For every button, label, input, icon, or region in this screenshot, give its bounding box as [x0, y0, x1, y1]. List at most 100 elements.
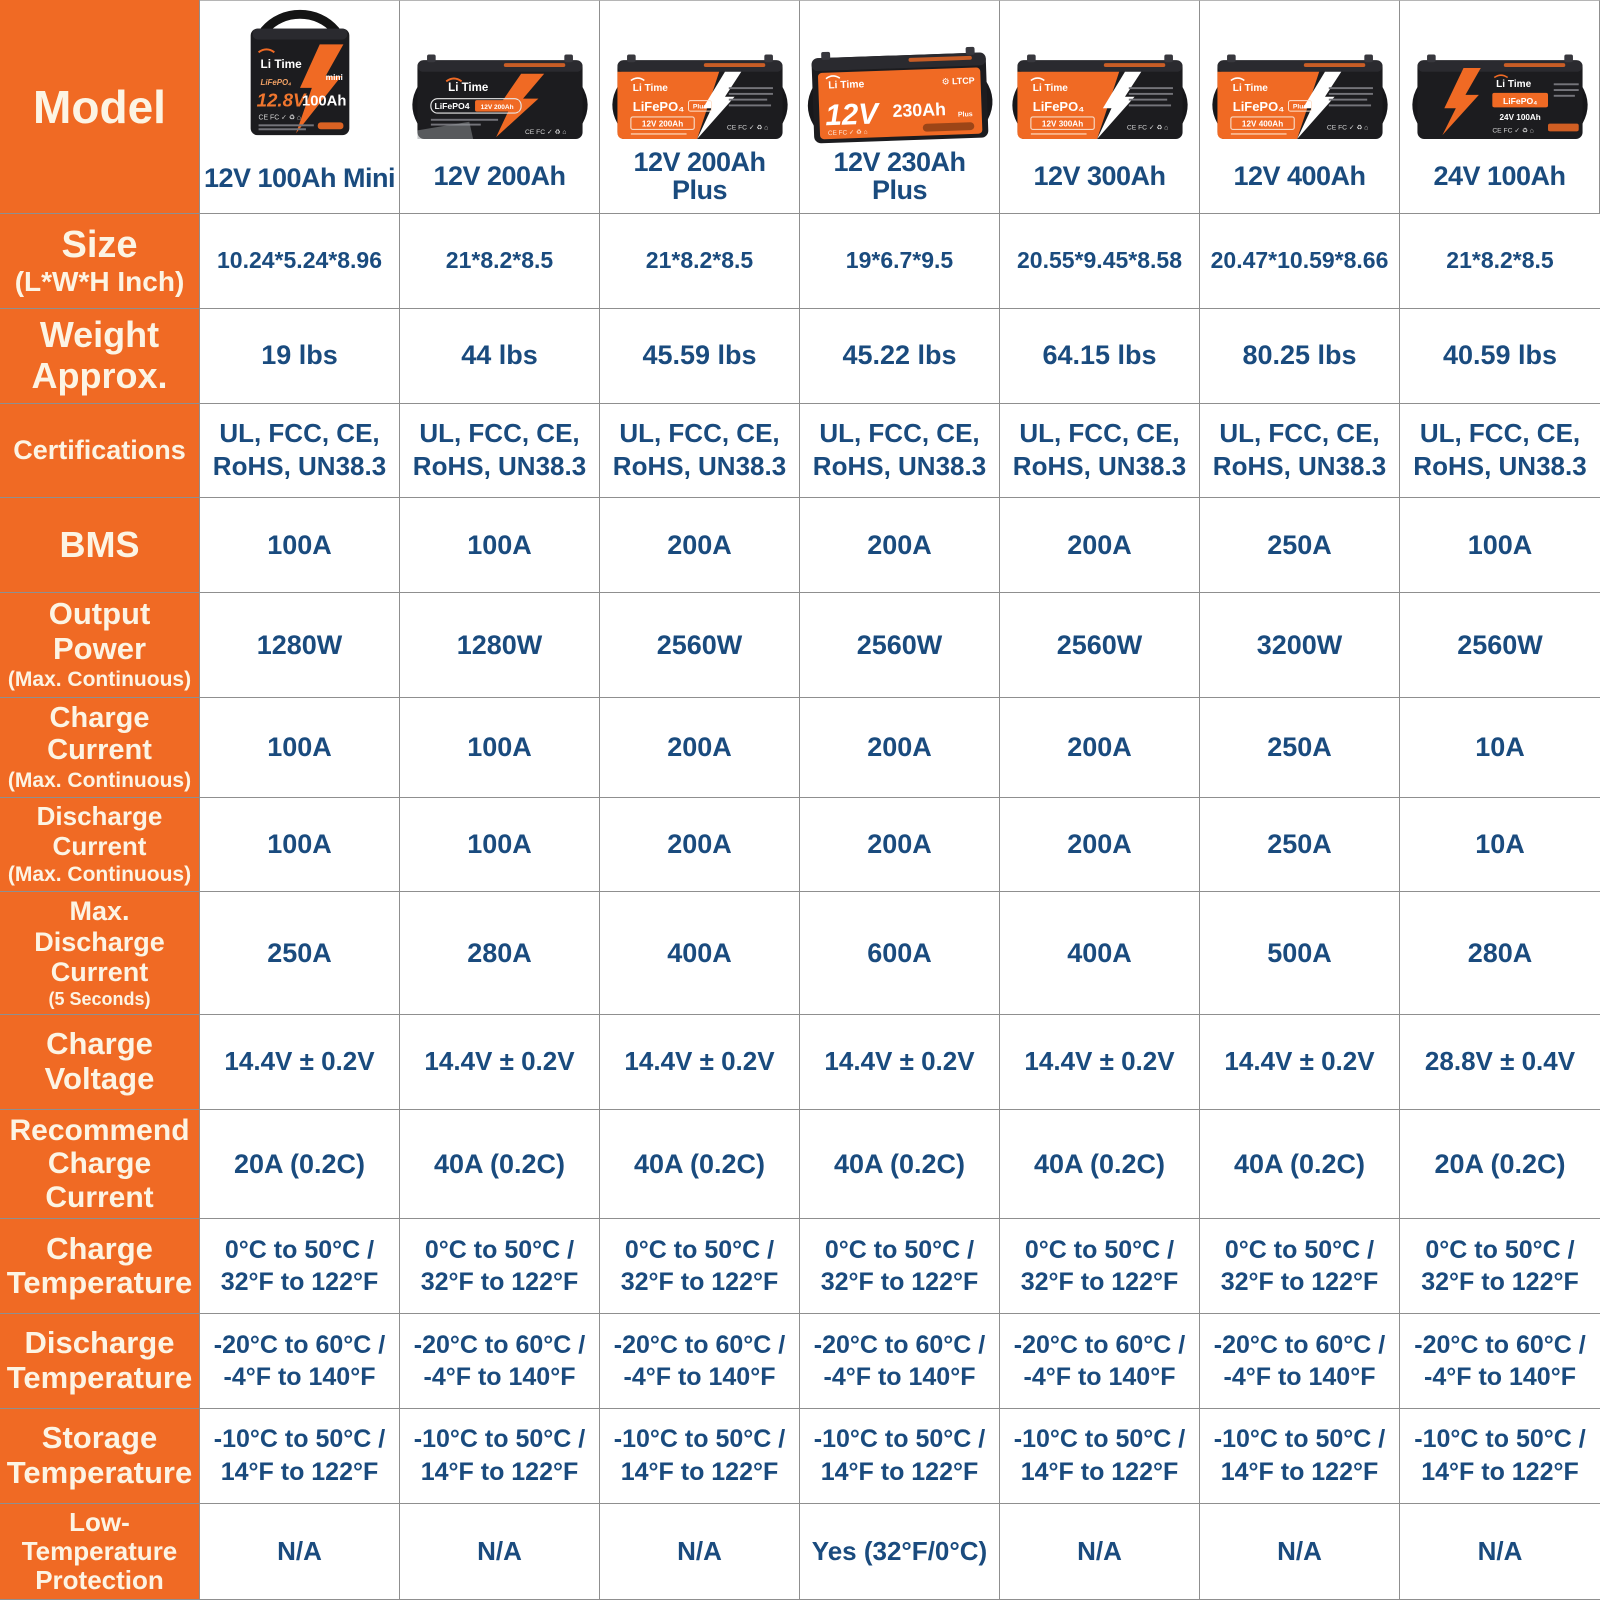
cell-certifications-3: UL, FCC, CE, RoHS, UN38.3 [800, 403, 1000, 499]
cell-output-power-0: 1280W [200, 593, 400, 698]
cell-low-temperature-protection-5: N/A [1200, 1503, 1400, 1600]
battery-badge-text: 12V 300Ah [1041, 120, 1082, 129]
battery-image-wrap: Li Time ⚙ LTCP 12V 230Ah Plus CE FC ✓ ♻ … [800, 1, 999, 145]
row-label-text: BMS [59, 523, 140, 565]
cell-weight-approx-0: 19 lbs [200, 308, 400, 404]
cell-discharge-temperature-5: -20°C to 60°C / -4°F to 140°F [1200, 1314, 1400, 1409]
battery-volt-text: 12.8V [256, 90, 306, 111]
battery-cert-icons: CE FC ✓ ♻ ⌂ [726, 124, 767, 131]
battery-chem-text: LiFePO₄ [1503, 96, 1537, 106]
row-label-text: Weight Approx. [31, 314, 168, 396]
cell-recommend-charge-current-5: 40A (0.2C) [1200, 1109, 1400, 1220]
row-label-text: Discharge Current [36, 801, 163, 861]
product-header-24v-100ah: Li Time LiFePO₄ 24V 100Ah CE FC ✓ ♻ ⌂ 24… [1400, 0, 1600, 214]
row-label-discharge-current: Discharge Current (Max. Continuous) [0, 797, 200, 893]
row-label-charge-current: Charge Current (Max. Continuous) [0, 697, 200, 798]
cell-storage-temperature-0: -10°C to 50°C / 14°F to 122°F [200, 1408, 400, 1504]
battery-badge-text: 24V 100Ah [1499, 113, 1540, 122]
cell-charge-temperature-0: 0°C to 50°C / 32°F to 122°F [200, 1219, 400, 1315]
product-header-12v-200ah-plus: Li Time LiFePO₄ Plus 12V 200Ah CE FC ✓ ♻… [600, 0, 800, 214]
corner-model-text: Model [33, 80, 166, 133]
battery-brand-text: Li Time [1232, 83, 1267, 94]
battery-image-wrap: Li Time LiFePO4 12V 200Ah CE FC ✓ ♻ ⌂ [400, 1, 599, 145]
row-label-text: Certifications [13, 435, 186, 466]
cell-low-temperature-protection-3: Yes (32°F/0°C) [800, 1503, 1000, 1600]
battery-brand-text: Li Time [448, 82, 489, 94]
product-name: 12V 400Ah [1233, 161, 1366, 192]
row-sublabel-text: (L*W*H Inch) [14, 266, 185, 298]
battery-tag-text: Plus [957, 111, 972, 119]
cell-charge-current-0: 100A [200, 697, 400, 798]
product-name-wrap: 24V 100Ah [1433, 145, 1566, 213]
cell-charge-voltage-6: 28.8V ± 0.4V [1400, 1014, 1600, 1110]
cell-weight-approx-6: 40.59 lbs [1400, 308, 1600, 404]
cell-max-discharge-current-3: 600A [800, 892, 1000, 1015]
cell-discharge-temperature-3: -20°C to 60°C / -4°F to 140°F [800, 1314, 1000, 1409]
cell-size-1: 21*8.2*8.5 [400, 214, 600, 309]
row-label-weight-approx: Weight Approx. [0, 308, 200, 404]
battery-cert-icons: CE FC ✓ ♻ ⌂ [1126, 124, 1167, 131]
row-sublabel-text: (Max. Continuous) [7, 668, 192, 692]
row-label-text: Charge Voltage [44, 1026, 155, 1096]
battery-tag-text: mini [325, 72, 342, 82]
cell-charge-temperature-6: 0°C to 50°C / 32°F to 122°F [1400, 1219, 1600, 1315]
row-label-certifications: Certifications [0, 403, 200, 499]
cell-charge-temperature-4: 0°C to 50°C / 32°F to 122°F [1000, 1219, 1200, 1315]
cell-output-power-5: 3200W [1200, 593, 1400, 698]
cell-charge-current-4: 200A [1000, 697, 1200, 798]
cell-discharge-current-3: 200A [800, 797, 1000, 893]
cell-max-discharge-current-6: 280A [1400, 892, 1600, 1015]
cell-charge-temperature-1: 0°C to 50°C / 32°F to 122°F [400, 1219, 600, 1315]
product-name-wrap: 12V 230Ah Plus [833, 145, 966, 213]
row-label-text: Charge Current [47, 701, 152, 767]
battery-image-12v-100ah-mini: Li Time mini LiFePO₄ 12.8V 100Ah CE FC ✓… [250, 9, 349, 136]
product-name-wrap: 12V 200Ah Plus [633, 145, 766, 213]
row-label-charge-temperature: Charge Temperature [0, 1219, 200, 1315]
cell-bms-1: 100A [400, 498, 600, 594]
battery-brand-text: Li Time [1032, 83, 1067, 94]
cell-charge-voltage-2: 14.4V ± 0.2V [600, 1014, 800, 1110]
cell-charge-current-6: 10A [1400, 697, 1600, 798]
row-label-storage-temperature: Storage Temperature [0, 1408, 200, 1504]
product-header-12v-300ah: Li Time LiFePO₄ 12V 300Ah CE FC ✓ ♻ ⌂ 12… [1000, 0, 1200, 214]
cell-bms-2: 200A [600, 498, 800, 594]
battery-chem-text: LiFePO₄ [1032, 99, 1084, 114]
row-label-size: Size (L*W*H Inch) [0, 214, 200, 309]
cell-max-discharge-current-5: 500A [1200, 892, 1400, 1015]
battery-brand-text: Li Time [828, 79, 865, 91]
cell-discharge-temperature-1: -20°C to 60°C / -4°F to 140°F [400, 1314, 600, 1409]
battery-capacity-text: 100Ah [301, 94, 345, 110]
row-label-output-power: Output Power (Max. Continuous) [0, 593, 200, 698]
battery-tag-text: Plus [692, 103, 706, 110]
battery-cert-icons: CE FC ✓ ♻ ⌂ [258, 114, 301, 121]
cell-charge-current-2: 200A [600, 697, 800, 798]
cell-discharge-current-4: 200A [1000, 797, 1200, 893]
row-label-recommend-charge-current: Recommend Charge Current [0, 1109, 200, 1220]
cell-size-2: 21*8.2*8.5 [600, 214, 800, 309]
cell-output-power-3: 2560W [800, 593, 1000, 698]
product-name-wrap: 12V 400Ah [1233, 145, 1366, 213]
battery-volt-text: 12V [824, 97, 880, 132]
cell-size-3: 19*6.7*9.5 [800, 214, 1000, 309]
cell-storage-temperature-3: -10°C to 50°C / 14°F to 122°F [800, 1408, 1000, 1504]
cell-output-power-1: 1280W [400, 593, 600, 698]
cell-bms-3: 200A [800, 498, 1000, 594]
product-name: 12V 300Ah [1033, 161, 1166, 192]
cell-recommend-charge-current-2: 40A (0.2C) [600, 1109, 800, 1220]
cell-weight-approx-2: 45.59 lbs [600, 308, 800, 404]
battery-image-wrap: Li Time LiFePO₄ Plus 12V 200Ah CE FC ✓ ♻… [600, 1, 799, 145]
cell-certifications-5: UL, FCC, CE, RoHS, UN38.3 [1200, 403, 1400, 499]
cell-max-discharge-current-0: 250A [200, 892, 400, 1015]
row-label-text: Storage Temperature [6, 1420, 193, 1490]
cell-discharge-temperature-4: -20°C to 60°C / -4°F to 140°F [1000, 1314, 1200, 1409]
product-name: 12V 230Ah [833, 147, 966, 178]
row-sublabel-text: (Max. Continuous) [7, 768, 192, 792]
cell-max-discharge-current-1: 280A [400, 892, 600, 1015]
cell-storage-temperature-5: -10°C to 50°C / 14°F to 122°F [1200, 1408, 1400, 1504]
corner-model-label: Model [0, 0, 200, 214]
product-name-wrap: 12V 200Ah [433, 145, 566, 213]
cell-weight-approx-1: 44 lbs [400, 308, 600, 404]
battery-chem-text: LiFePO₄ [1232, 99, 1284, 114]
battery-logo-text: ⚙ LTCP [941, 75, 974, 86]
